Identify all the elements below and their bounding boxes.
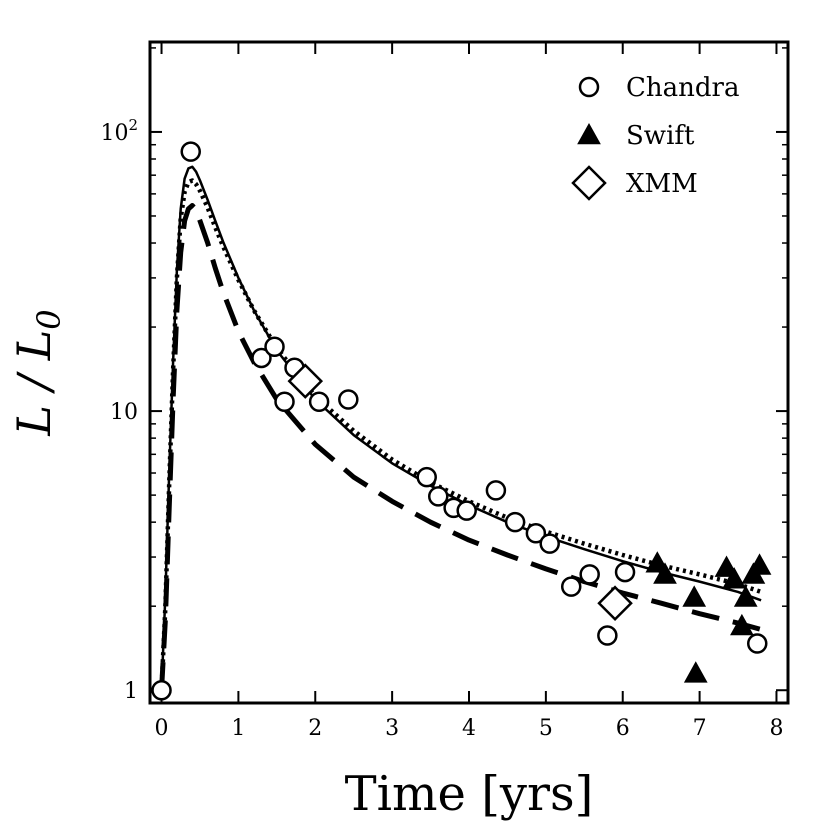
chandra-point	[416, 466, 437, 488]
swift-point	[733, 585, 758, 607]
swift-point	[653, 562, 677, 584]
x-tick-label: 3	[385, 716, 399, 741]
model-curve-solid	[160, 165, 762, 691]
swift-point	[722, 567, 747, 589]
chandra-point	[180, 141, 201, 162]
chandra-point	[251, 347, 272, 369]
swift-point	[682, 585, 707, 607]
chandra-point	[485, 480, 507, 501]
xmm-point	[287, 363, 324, 399]
y-tick-label: 10	[110, 400, 138, 425]
model-curves	[159, 165, 762, 691]
x-tick-label: 1	[231, 716, 245, 741]
chandra-point	[151, 679, 172, 701]
chandra-point	[747, 633, 768, 654]
legend-label-chandra: Chandra	[626, 73, 739, 103]
x-tick-label: 0	[155, 716, 169, 741]
x-tick-label: 8	[769, 716, 783, 741]
y-axis-label-subscript: 0	[30, 309, 68, 329]
y-axis-label-base: L / L	[7, 330, 61, 437]
y-tick-label: 102	[100, 116, 138, 146]
swift-point	[747, 553, 772, 575]
x-axis-label: Time [yrs]	[345, 766, 594, 822]
x-tick-label: 6	[616, 716, 630, 741]
swift-point	[683, 661, 708, 683]
chandra-point	[614, 561, 636, 583]
chandra-point	[597, 625, 618, 646]
x-tick-label: 7	[693, 716, 707, 741]
data-points	[151, 141, 772, 701]
chandra-point	[579, 564, 600, 585]
legend: Chandra Swift XMM	[571, 73, 739, 201]
model-curve-dotted	[159, 178, 762, 691]
xmm-point	[597, 585, 633, 621]
chandra-point	[560, 576, 582, 597]
chandra-point	[308, 391, 330, 413]
x-tick-label: 2	[308, 716, 322, 741]
legend-marker-xmm	[571, 165, 607, 201]
legend-marker-chandra	[578, 76, 600, 98]
swift-point	[730, 613, 754, 636]
y-tick-label: 1	[124, 679, 138, 704]
legend-marker-swift	[577, 122, 601, 145]
chandra-point	[539, 533, 560, 554]
chandra-point	[428, 486, 449, 507]
chandra-point	[338, 389, 359, 410]
axis-ticks	[150, 42, 788, 703]
x-tick-label: 4	[462, 716, 476, 741]
model-curve-dashed	[159, 203, 762, 691]
x-tick-label: 5	[539, 716, 553, 741]
chandra-point	[274, 391, 295, 413]
chandra-point	[264, 336, 285, 358]
chandra-point	[456, 500, 477, 521]
legend-label-swift: Swift	[626, 121, 695, 151]
y-axis-label: L / L0	[7, 309, 68, 436]
plot-frame	[148, 40, 790, 705]
legend-label-xmm: XMM	[626, 169, 698, 199]
chandra-point	[525, 523, 547, 544]
chandra-point	[504, 511, 526, 533]
